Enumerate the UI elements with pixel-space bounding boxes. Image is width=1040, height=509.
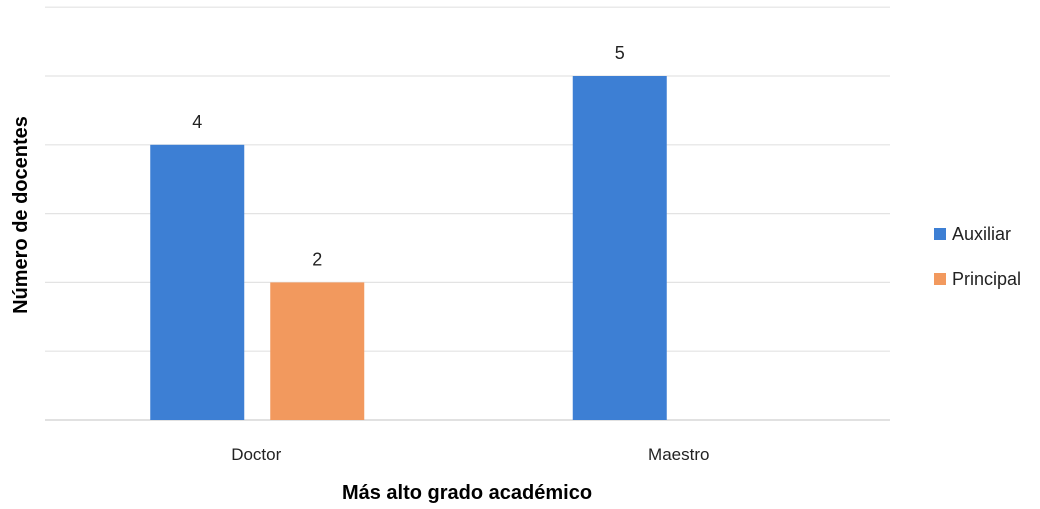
legend-swatch-auxiliar — [934, 228, 946, 240]
y-axis-title: Número de docentes — [10, 116, 32, 314]
bars — [150, 76, 667, 421]
legend-swatch-principal — [934, 273, 946, 285]
x-tick-label: Doctor — [231, 445, 281, 464]
data-labels: 4 2 5 — [192, 43, 625, 269]
x-tick-label: Maestro — [648, 445, 709, 464]
data-label: 5 — [615, 43, 625, 63]
legend-label-auxiliar: Auxiliar — [952, 224, 1011, 244]
x-axis-title: Más alto grado académico — [342, 482, 592, 504]
legend: Auxiliar Principal — [934, 224, 1021, 289]
data-label: 2 — [312, 249, 322, 269]
bar-auxiliar-maestro — [572, 76, 667, 420]
bar-auxiliar-doctor — [150, 144, 245, 421]
data-label: 4 — [192, 112, 202, 132]
x-tick-labels: Doctor Maestro — [231, 445, 709, 464]
legend-label-principal: Principal — [952, 269, 1021, 289]
bar-principal-doctor — [270, 282, 365, 420]
